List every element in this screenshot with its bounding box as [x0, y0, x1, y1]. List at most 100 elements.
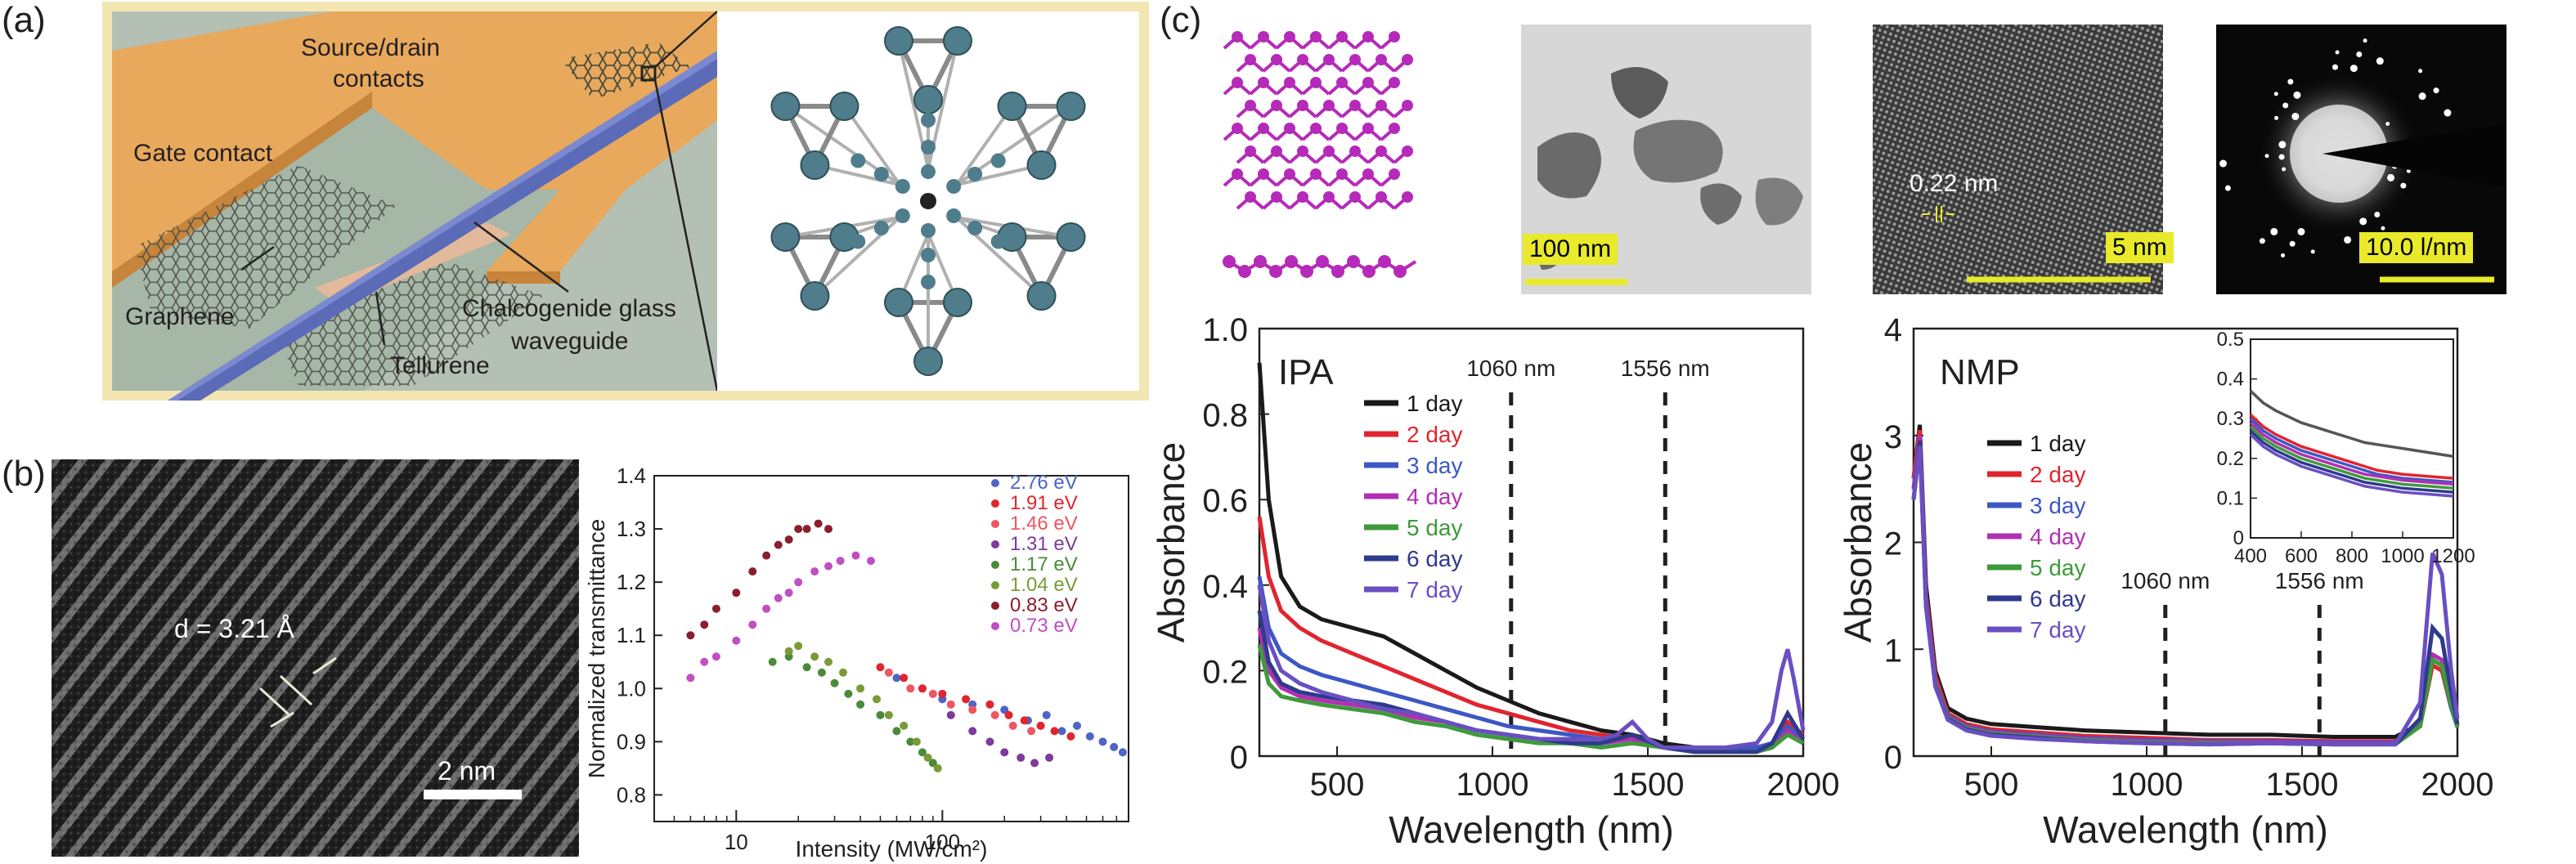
tem1-scale-label: 100 nm: [1523, 234, 1618, 265]
data-point: [873, 695, 882, 704]
data-point: [830, 678, 839, 687]
y-tick-label: 0.8: [1202, 398, 1248, 434]
data-point: [900, 721, 909, 730]
data-point: [824, 562, 833, 571]
legend-label: 3 day: [2030, 493, 2086, 518]
x-tick-label: 1500: [2266, 767, 2339, 803]
x-tick-label: 1000: [2111, 767, 2183, 803]
data-point: [1057, 727, 1066, 736]
x-axis-label: Wavelength (nm): [1389, 808, 1674, 851]
data-point: [839, 668, 848, 677]
data-point: [968, 705, 977, 714]
y-tick-label: 0.9: [617, 729, 646, 754]
label-waveguide-2: waveguide: [510, 328, 628, 355]
data-point: [732, 589, 741, 598]
inset-x-tick-label: 600: [2285, 545, 2318, 567]
x-tick-label: 100: [925, 830, 960, 854]
plot-area: [1258, 327, 1805, 758]
data-point: [856, 700, 865, 709]
data-point: [856, 684, 865, 693]
wavelength-marker-label: 1556 nm: [1621, 356, 1710, 381]
gate-contact: [112, 11, 372, 271]
data-point: [1098, 737, 1107, 746]
legend-marker: [991, 479, 999, 487]
x-tick-label: 2000: [2421, 767, 2494, 803]
data-point: [918, 748, 927, 757]
series-line: [1257, 575, 1805, 750]
legend-label: 4 day: [1407, 484, 1463, 509]
data-point: [836, 557, 845, 566]
y-tick-label: 1.0: [617, 676, 646, 701]
inset-y-tick-label: 0.5: [2217, 329, 2244, 351]
x-axis-label: Intensity (MW/cm²): [796, 836, 988, 862]
wavelength-marker-label: 1060 nm: [1466, 356, 1555, 381]
data-point: [990, 710, 999, 719]
y-axis-label: Absorbance: [1153, 442, 1192, 643]
y-tick-label: 0.2: [1202, 654, 1248, 690]
data-point: [711, 604, 720, 613]
y-tick-label: 0.6: [1202, 483, 1248, 519]
data-point: [1027, 727, 1036, 736]
inset-x-tick-label: 400: [2234, 545, 2267, 567]
data-point: [851, 551, 860, 560]
data-point: [968, 727, 977, 736]
legend-marker: [991, 499, 999, 508]
inset-series-line: [2249, 425, 2454, 490]
inset-y-tick-label: 0.4: [2217, 369, 2244, 391]
hrtem-scale-label: 5 nm: [2106, 232, 2174, 263]
data-point: [928, 689, 937, 698]
panel-label-a: (a): [2, 0, 46, 40]
legend-label: 1.91 eV: [1010, 492, 1078, 514]
inset-y-tick-label: 0: [2233, 527, 2244, 549]
label-graphene: Graphene: [125, 303, 234, 330]
legend-marker: [991, 622, 999, 630]
data-point: [774, 593, 783, 602]
data-point: [768, 657, 777, 666]
y-axis-label: Absorbance: [1840, 442, 1879, 643]
legend-label: 1 day: [1407, 391, 1463, 416]
data-point: [985, 700, 994, 709]
data-point: [1004, 710, 1013, 719]
solvent-label: IPA: [1278, 352, 1334, 392]
data-point: [884, 668, 893, 677]
data-point: [810, 652, 819, 661]
beam-stop: [2322, 123, 2506, 188]
legend-label: 5 day: [2030, 555, 2086, 580]
series-line: [1911, 445, 2460, 747]
legend-label: 0.73 eV: [1010, 615, 1078, 637]
label-gate-contact: Gate contact: [133, 140, 273, 167]
zoom-box: [640, 65, 657, 82]
inset-y-tick-label: 0.1: [2217, 487, 2244, 509]
data-point: [1042, 710, 1051, 719]
legend-label: 7 day: [2030, 617, 2086, 642]
d-spacing-label: d = 3.21 Å: [174, 614, 294, 643]
y-tick-label: 1.3: [617, 517, 646, 541]
legend-marker: [991, 540, 999, 548]
data-point: [962, 695, 971, 704]
legend-label: 6 day: [2030, 586, 2086, 611]
panel-label-c: (c): [1160, 0, 1202, 40]
data-point: [774, 540, 783, 549]
legend-label: 2 day: [1407, 422, 1463, 447]
data-point: [1110, 742, 1119, 751]
data-point: [824, 525, 833, 534]
data-point: [1008, 721, 1017, 730]
y-tick-label: 1: [1884, 633, 1902, 669]
data-point: [700, 620, 709, 629]
inset-x-tick-label: 1200: [2431, 545, 2475, 567]
inset-series-line: [2249, 414, 2454, 480]
label-source-drain-1: Source/drain: [301, 34, 440, 61]
data-point: [946, 710, 955, 719]
data-point: [938, 689, 947, 698]
data-point: [802, 663, 811, 672]
legend-marker: [991, 561, 999, 569]
data-point: [1036, 721, 1045, 730]
y-tick-label: 2: [1884, 526, 1902, 562]
plot-area: [653, 475, 1129, 822]
data-point: [1118, 748, 1127, 757]
legend-marker: [991, 602, 999, 610]
absorbance-chart-ipa: 0 0.2 0.4 0.6 0.8 1.0 500 1000 1500 2000 Wavelengt…: [1153, 312, 1839, 851]
inset-series-line: [2249, 433, 2454, 498]
legend-label: 2.76 eV: [1010, 472, 1078, 494]
inset-x-tick-label: 800: [2336, 545, 2368, 567]
